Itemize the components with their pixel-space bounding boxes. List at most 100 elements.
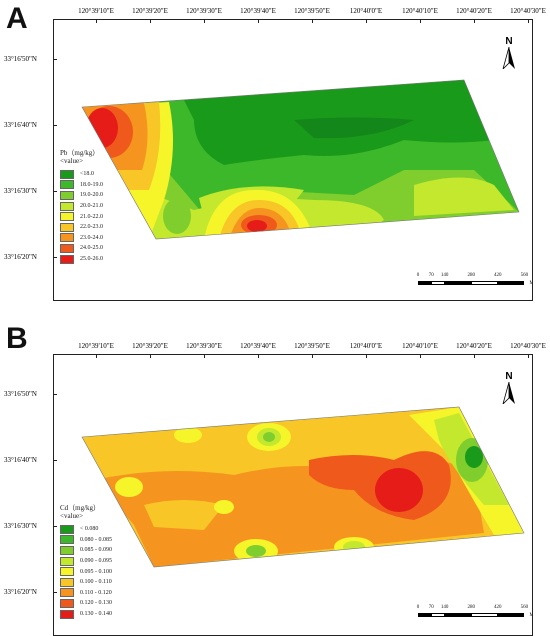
longitude-label: 120°40'20"E [456, 7, 492, 15]
legend-swatch [60, 556, 74, 566]
legend-item: 24.0-25.0 [60, 243, 103, 254]
panel-a-legend-title: Pb（mg/kg） [60, 149, 100, 157]
legend-item: 22.0-23.0 [60, 222, 103, 233]
latitude-tick [53, 526, 57, 527]
scale-tick-label: 420 [494, 273, 502, 278]
panel-a-legend: Pb（mg/kg） <value> <18.0 18.0-19.0 19.0-20.… [60, 150, 103, 264]
latitude-label: 33°16'30"N [4, 522, 37, 530]
cd-zone-095-100-north [174, 427, 202, 443]
pb-zone-25-26-south [247, 220, 267, 232]
legend-item: 20.0-21.0 [60, 201, 103, 212]
legend-item: 25.0-26.0 [60, 254, 103, 265]
cd-zone-100-110-west [144, 500, 224, 530]
legend-label: 0.090 - 0.095 [80, 558, 112, 565]
latitude-tick [53, 59, 57, 60]
latitude-tick [53, 125, 57, 126]
scale-tick-label: 70 [428, 605, 434, 610]
panel-a-map-frame: Pb（mg/kg） <value> <18.0 18.0-19.0 19.0-20.… [53, 19, 533, 301]
legend-swatch [60, 588, 74, 598]
longitude-label: 120°39'10"E [78, 7, 114, 15]
cd-zone-095-100-mid [214, 500, 234, 514]
legend-label: 23.0-24.0 [80, 234, 103, 241]
legend-label: 0.130 - 0.140 [80, 611, 112, 618]
legend-swatch [60, 535, 74, 545]
legend-swatch [60, 243, 74, 253]
legend-label: <18.0 [80, 171, 94, 178]
legend-swatch [60, 567, 74, 577]
panel-b-north-arrow: N [502, 371, 516, 409]
longitude-tick [528, 19, 529, 23]
latitude-label: 33°16'40"N [4, 121, 37, 129]
panel-b-letter: B [6, 322, 28, 355]
scale-segment [418, 613, 432, 617]
legend-item: 19.0-20.0 [60, 190, 103, 201]
longitude-label: 120°39'20"E [132, 7, 168, 15]
legend-item: 23.0-24.0 [60, 233, 103, 244]
latitude-label: 33°16'50"N [4, 55, 37, 63]
scale-unit: Meters [529, 281, 532, 286]
longitude-label: 120°39'40"E [240, 342, 276, 350]
latitude-tick [53, 394, 57, 395]
legend-swatch [60, 609, 74, 619]
scale-tick-label: 560 [520, 605, 529, 610]
longitude-label: 120°39'50"E [294, 7, 330, 15]
panel-a-legend-items: <18.0 18.0-19.0 19.0-20.0 20.0-21.0 21.0-22.… [60, 169, 103, 264]
longitude-tick [312, 354, 313, 358]
north-label: N [505, 371, 513, 382]
scale-segment [431, 613, 445, 617]
scale-tick-label: 0 [416, 605, 420, 610]
legend-item: < 0.080 [60, 524, 112, 535]
legend-swatch [60, 180, 74, 190]
scale-tick-label: 560 [520, 273, 529, 278]
panel-b-legend-items: < 0.080 0.080 - 0.085 0.085 - 0.090 0.090 -… [60, 524, 112, 619]
legend-label: 20.0-21.0 [80, 203, 103, 210]
panel-b-legend: Cd（mg/kg） <value> < 0.080 0.080 - 0.085 0.… [60, 505, 112, 619]
latitude-label: 33°16'40"N [4, 456, 37, 464]
longitude-tick [204, 19, 205, 23]
legend-swatch [60, 524, 74, 534]
legend-label: 0.095 - 0.100 [80, 568, 112, 575]
longitude-label: 120°40'0"E [349, 342, 383, 350]
longitude-tick [150, 354, 151, 358]
latitude-label: 33°16'20"N [4, 588, 37, 596]
legend-item: <18.0 [60, 169, 103, 180]
longitude-label: 120°39'20"E [132, 342, 168, 350]
legend-swatch [60, 190, 74, 200]
scale-segment [418, 281, 432, 285]
scale-tick-label: 280 [467, 273, 475, 278]
legend-label: 0.080 - 0.085 [80, 536, 112, 543]
cd-zone-085-090-north [263, 432, 275, 442]
legend-label: 0.085 - 0.090 [80, 547, 112, 554]
latitude-tick [53, 191, 57, 192]
scale-segment [497, 281, 525, 285]
panel-a-north-arrow: N [502, 36, 516, 74]
scale-segment [471, 281, 498, 285]
longitude-tick [96, 354, 97, 358]
north-label: N [505, 36, 513, 47]
legend-label: 0.110 - 0.120 [80, 589, 112, 596]
scale-unit: Meters [529, 613, 532, 618]
legend-label: 19.0-20.0 [80, 192, 103, 199]
longitude-tick [474, 354, 475, 358]
scale-tick-label: 280 [467, 605, 475, 610]
panel-b-legend-title: Cd（mg/kg） [60, 504, 101, 512]
cd-zone-130-140-hotspot [375, 468, 423, 512]
longitude-label: 120°40'30"E [510, 342, 546, 350]
scale-tick-label: 70 [428, 273, 434, 278]
legend-label: < 0.080 [80, 526, 99, 533]
longitude-tick [96, 19, 97, 23]
legend-item: 0.100 - 0.110 [60, 577, 112, 588]
latitude-label: 33°16'20"N [4, 253, 37, 261]
latitude-tick [53, 257, 57, 258]
legend-label: 0.100 - 0.110 [80, 579, 112, 586]
longitude-tick [258, 19, 259, 23]
legend-item: 0.090 - 0.095 [60, 556, 112, 567]
legend-swatch [60, 254, 74, 264]
panel-b-map [81, 406, 525, 568]
legend-swatch [60, 577, 74, 587]
legend-item: 0.080 - 0.085 [60, 535, 112, 546]
pb-zone-19-20 [82, 107, 519, 239]
longitude-tick [528, 354, 529, 358]
latitude-tick [53, 592, 57, 593]
scale-segment [471, 613, 498, 617]
